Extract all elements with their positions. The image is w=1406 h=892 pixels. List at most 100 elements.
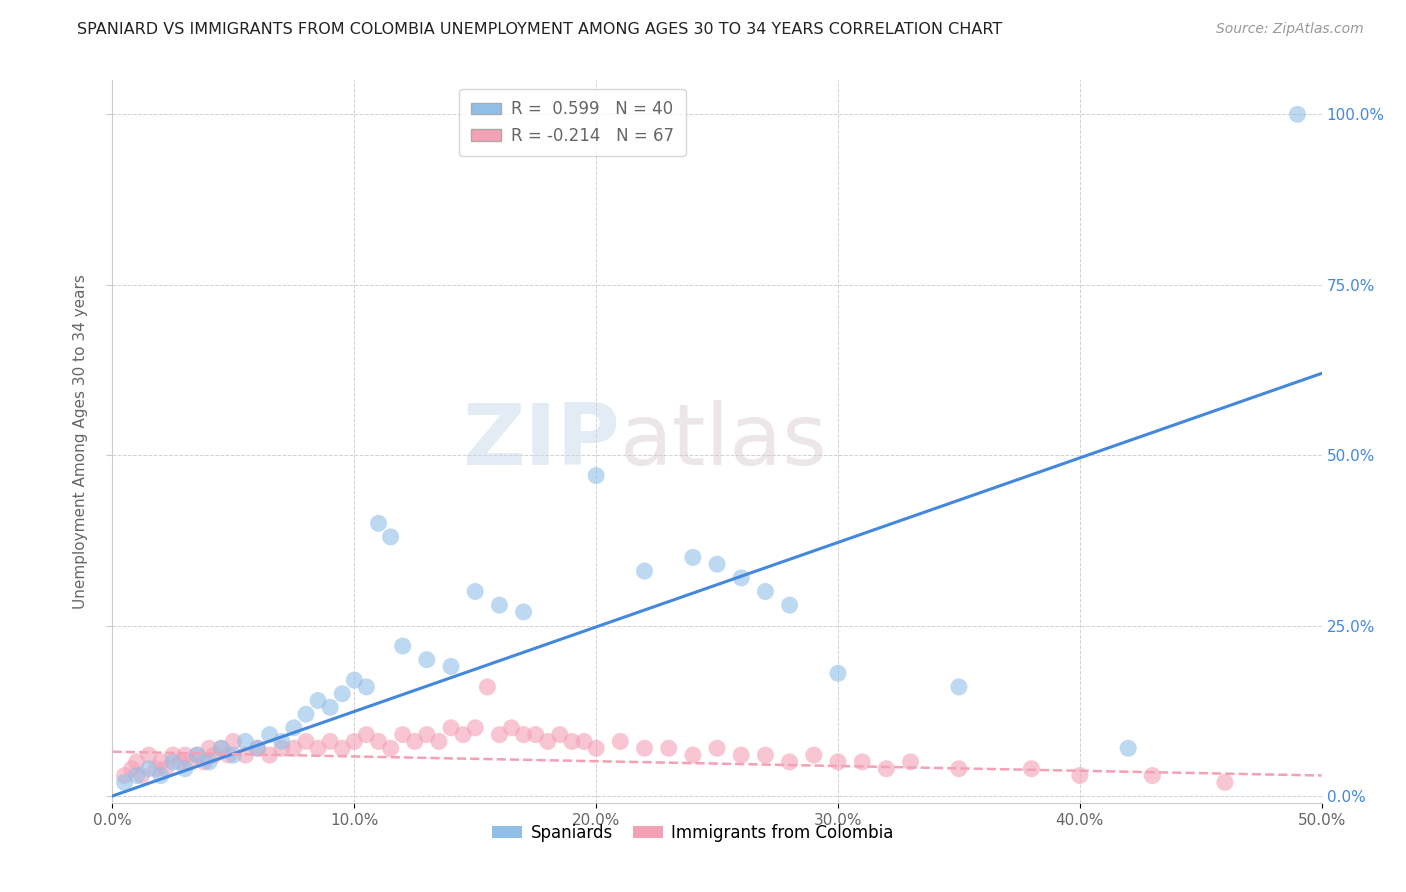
- Point: [319, 700, 342, 714]
- Point: [319, 734, 342, 748]
- Point: [609, 734, 631, 748]
- Text: ZIP: ZIP: [463, 400, 620, 483]
- Point: [572, 734, 595, 748]
- Point: [367, 516, 389, 531]
- Point: [193, 755, 215, 769]
- Point: [179, 755, 201, 769]
- Point: [246, 741, 269, 756]
- Point: [138, 748, 160, 763]
- Point: [307, 693, 329, 707]
- Point: [198, 755, 221, 769]
- Point: [851, 755, 873, 769]
- Point: [186, 748, 208, 763]
- Point: [283, 741, 305, 756]
- Point: [343, 734, 366, 748]
- Point: [948, 680, 970, 694]
- Point: [1142, 768, 1164, 782]
- Point: [585, 741, 607, 756]
- Point: [174, 748, 197, 763]
- Point: [537, 734, 560, 748]
- Point: [209, 741, 232, 756]
- Point: [270, 734, 292, 748]
- Point: [488, 728, 510, 742]
- Point: [730, 748, 752, 763]
- Point: [1116, 741, 1139, 756]
- Point: [169, 755, 191, 769]
- Point: [270, 741, 292, 756]
- Point: [1213, 775, 1236, 789]
- Point: [464, 721, 486, 735]
- Point: [222, 734, 245, 748]
- Point: [121, 762, 143, 776]
- Point: [343, 673, 366, 687]
- Point: [512, 728, 534, 742]
- Point: [585, 468, 607, 483]
- Point: [730, 571, 752, 585]
- Point: [706, 558, 728, 572]
- Point: [416, 653, 439, 667]
- Point: [235, 734, 257, 748]
- Point: [464, 584, 486, 599]
- Point: [827, 755, 849, 769]
- Point: [779, 598, 801, 612]
- Point: [209, 741, 232, 756]
- Point: [125, 768, 148, 782]
- Point: [222, 748, 245, 763]
- Point: [149, 768, 172, 782]
- Point: [218, 748, 240, 763]
- Point: [754, 584, 776, 599]
- Point: [202, 748, 225, 763]
- Y-axis label: Unemployment Among Ages 30 to 34 years: Unemployment Among Ages 30 to 34 years: [73, 274, 89, 609]
- Point: [330, 687, 353, 701]
- Point: [633, 741, 655, 756]
- Point: [283, 721, 305, 735]
- Point: [162, 755, 184, 769]
- Point: [827, 666, 849, 681]
- Point: [198, 741, 221, 756]
- Point: [658, 741, 681, 756]
- Point: [307, 741, 329, 756]
- Point: [295, 734, 318, 748]
- Point: [633, 564, 655, 578]
- Point: [155, 762, 177, 776]
- Point: [125, 755, 148, 769]
- Point: [114, 775, 136, 789]
- Point: [682, 748, 704, 763]
- Point: [427, 734, 450, 748]
- Point: [235, 748, 257, 763]
- Point: [145, 762, 167, 776]
- Point: [900, 755, 922, 769]
- Point: [477, 680, 499, 694]
- Point: [162, 748, 184, 763]
- Point: [380, 741, 402, 756]
- Point: [404, 734, 426, 748]
- Text: SPANIARD VS IMMIGRANTS FROM COLOMBIA UNEMPLOYMENT AMONG AGES 30 TO 34 YEARS CORR: SPANIARD VS IMMIGRANTS FROM COLOMBIA UNE…: [77, 22, 1002, 37]
- Point: [246, 741, 269, 756]
- Point: [501, 721, 523, 735]
- Legend: Spaniards, Immigrants from Colombia: Spaniards, Immigrants from Colombia: [485, 817, 900, 848]
- Point: [416, 728, 439, 742]
- Point: [948, 762, 970, 776]
- Point: [330, 741, 353, 756]
- Text: atlas: atlas: [620, 400, 828, 483]
- Point: [488, 598, 510, 612]
- Point: [114, 768, 136, 782]
- Point: [1286, 107, 1309, 121]
- Point: [512, 605, 534, 619]
- Point: [259, 748, 281, 763]
- Point: [803, 748, 825, 763]
- Point: [174, 762, 197, 776]
- Text: Source: ZipAtlas.com: Source: ZipAtlas.com: [1216, 22, 1364, 37]
- Point: [295, 707, 318, 722]
- Point: [548, 728, 571, 742]
- Point: [391, 728, 413, 742]
- Point: [524, 728, 547, 742]
- Point: [149, 755, 172, 769]
- Point: [367, 734, 389, 748]
- Point: [356, 680, 378, 694]
- Point: [754, 748, 776, 763]
- Point: [259, 728, 281, 742]
- Point: [451, 728, 474, 742]
- Point: [561, 734, 583, 748]
- Point: [440, 659, 463, 673]
